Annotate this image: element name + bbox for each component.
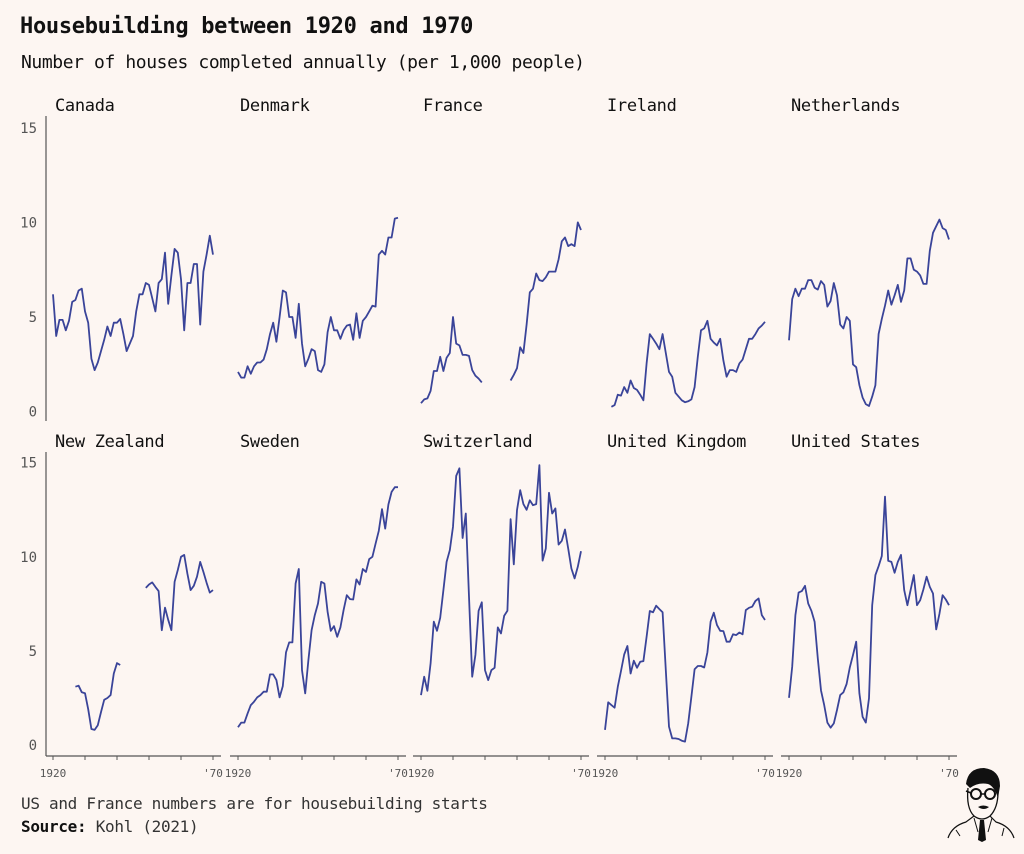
y-tick-label: 10	[20, 215, 37, 231]
y-tick-label: 10	[20, 550, 37, 566]
panel-title: Sweden	[240, 432, 300, 452]
panel-title: Denmark	[240, 96, 310, 116]
series-line-netherlands	[788, 218, 950, 407]
footnote: US and France numbers are for housebuild…	[21, 794, 488, 813]
x-tick-label-last: '70	[388, 767, 408, 780]
caricature-portrait-icon	[947, 768, 1015, 842]
series-line-switzerland	[420, 464, 582, 696]
series-line-new-zealand	[75, 662, 121, 731]
x-tick-label-first: 1920	[408, 767, 435, 780]
panel-title: Ireland	[607, 96, 677, 116]
series-line-canada	[52, 234, 214, 372]
panel-title: Canada	[55, 96, 115, 116]
x-tick-label-first: 1920	[40, 767, 67, 780]
series-line-france	[509, 221, 582, 381]
x-tick-label-first: 1920	[592, 767, 619, 780]
series-line-denmark	[237, 216, 399, 379]
chart-subtitle: Number of houses completed annually (per…	[21, 52, 585, 73]
x-tick-label-last: '70	[203, 767, 223, 780]
panel-title: United Kingdom	[607, 432, 746, 452]
chart-title: Housebuilding between 1920 and 1970	[20, 14, 474, 39]
x-tick-label-last: '70	[755, 767, 775, 780]
source-text: Kohl (2021)	[95, 817, 199, 836]
x-tick-label-first: 1920	[225, 767, 252, 780]
y-tick-label: 5	[29, 644, 37, 660]
y-tick-label: 5	[29, 310, 37, 326]
source-line: Source: Kohl (2021)	[21, 817, 199, 836]
y-tick-label: 0	[29, 738, 37, 754]
series-line-united-states	[788, 495, 950, 729]
y-tick-label: 0	[29, 405, 37, 421]
x-tick-label-last: '70	[571, 767, 591, 780]
panel-title: New Zealand	[55, 432, 164, 452]
panel-title: Switzerland	[423, 432, 532, 452]
series-line-new-zealand	[145, 554, 214, 632]
panel-title: France	[423, 96, 483, 116]
x-tick-label-last: '70	[939, 767, 959, 780]
y-tick-label: 15	[20, 121, 37, 137]
series-line-sweden	[237, 486, 398, 728]
series-line-united-kingdom	[604, 597, 766, 743]
source-label: Source:	[21, 817, 87, 836]
series-line-ireland	[610, 319, 766, 408]
panel-title: United States	[791, 432, 920, 452]
series-line-france	[420, 316, 483, 404]
x-tick-label-first: 1920	[776, 767, 803, 780]
y-tick-label: 15	[20, 456, 37, 472]
panel-title: Netherlands	[791, 96, 900, 116]
